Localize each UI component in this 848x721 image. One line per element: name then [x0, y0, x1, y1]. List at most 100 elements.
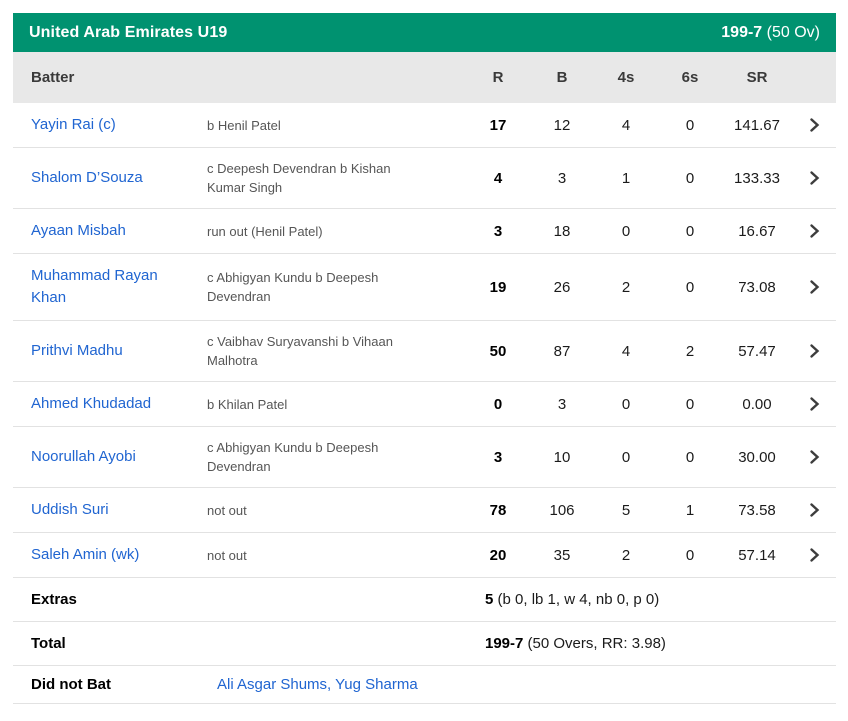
row-expand-chevron[interactable] — [792, 502, 822, 518]
dismissal-text: not out — [207, 547, 247, 563]
batter-name-link[interactable]: Shalom D’Souza — [31, 169, 143, 186]
chevron-right-icon — [810, 224, 820, 238]
row-expand-chevron[interactable] — [792, 279, 822, 295]
batter-rows: Yayin Rai (c) b Henil Patel 17 12 4 0 14… — [13, 103, 836, 578]
total-overs-rr: (50 Overs, RR: 3.98) — [523, 635, 666, 652]
row-expand-chevron[interactable] — [792, 170, 822, 186]
team-score-runs: 199-7 — [721, 23, 763, 41]
sixes-value: 0 — [685, 546, 695, 564]
did-not-bat-players[interactable]: Ali Asgar Shums, Yug Sharma — [217, 676, 418, 693]
batter-name-link[interactable]: Ayaan Misbah — [31, 222, 126, 239]
col-strike-rate: SR — [746, 69, 768, 86]
dismissal-text: run out (Henil Patel) — [207, 223, 323, 239]
extras-value: 5 (b 0, lb 1, w 4, nb 0, p 0) — [485, 591, 822, 608]
team-score-overs: (50 Ov) — [762, 23, 820, 41]
dismissal-text: b Khilan Patel — [207, 396, 288, 412]
dismissal-text: b Henil Patel — [207, 117, 281, 133]
chevron-right-icon — [810, 450, 820, 464]
batter-name-link[interactable]: Prithvi Madhu — [31, 342, 123, 359]
col-sixes: 6s — [681, 69, 699, 86]
fours-value: 1 — [621, 169, 631, 187]
dismissal-text: c Deepesh Devendran b Kishan Kumar Singh — [207, 161, 391, 195]
strike-rate-value: 73.08 — [738, 278, 776, 296]
runs-value: 3 — [493, 448, 503, 466]
did-not-bat-label: Did not Bat — [31, 676, 111, 693]
row-expand-chevron[interactable] — [792, 223, 822, 239]
fours-value: 0 — [621, 448, 631, 466]
balls-value: 26 — [553, 278, 571, 296]
team-score: 199-7 (50 Ov) — [721, 24, 820, 42]
runs-value: 19 — [489, 278, 507, 296]
chevron-right-icon — [810, 344, 820, 358]
batter-name-link[interactable]: Yayin Rai (c) — [31, 116, 116, 133]
team-score-header: United Arab Emirates U19 199-7 (50 Ov) — [13, 13, 836, 52]
strike-rate-value: 133.33 — [734, 169, 780, 187]
fours-value: 2 — [621, 278, 631, 296]
extras-row: Extras 5 (b 0, lb 1, w 4, nb 0, p 0) — [13, 578, 836, 622]
col-balls: B — [556, 69, 568, 86]
chevron-right-icon — [810, 171, 820, 185]
balls-value: 18 — [553, 222, 571, 240]
fours-value: 0 — [621, 395, 631, 413]
runs-value: 50 — [489, 342, 507, 360]
runs-value: 20 — [489, 546, 507, 564]
strike-rate-value: 30.00 — [738, 448, 776, 466]
table-row[interactable]: Muhammad Rayan Khan c Abhigyan Kundu b D… — [13, 254, 836, 321]
strike-rate-value: 73.58 — [738, 501, 776, 519]
team-name: United Arab Emirates U19 — [29, 23, 228, 41]
total-score: 199-7 — [485, 635, 524, 652]
table-row[interactable]: Saleh Amin (wk) not out 20 35 2 0 57.14 — [13, 533, 836, 578]
runs-value: 3 — [493, 222, 503, 240]
row-expand-chevron[interactable] — [792, 396, 822, 412]
row-expand-chevron[interactable] — [792, 343, 822, 359]
batter-name-link[interactable]: Uddish Suri — [31, 501, 109, 518]
fours-value: 0 — [621, 222, 631, 240]
fours-value: 5 — [621, 501, 631, 519]
row-expand-chevron[interactable] — [792, 117, 822, 133]
batter-name-link[interactable]: Noorullah Ayobi — [31, 448, 136, 465]
row-expand-chevron[interactable] — [792, 547, 822, 563]
col-batter: Batter — [31, 69, 75, 86]
dismissal-text: c Abhigyan Kundu b Deepesh Devendran — [207, 440, 379, 474]
balls-value: 35 — [553, 546, 571, 564]
sixes-value: 0 — [685, 278, 695, 296]
strike-rate-value: 0.00 — [742, 395, 772, 413]
table-row[interactable]: Noorullah Ayobi c Abhigyan Kundu b Deepe… — [13, 427, 836, 488]
balls-value: 10 — [553, 448, 571, 466]
table-row[interactable]: Shalom D’Souza c Deepesh Devendran b Kis… — [13, 148, 836, 209]
sixes-value: 0 — [685, 116, 695, 134]
table-row[interactable]: Ayaan Misbah run out (Henil Patel) 3 18 … — [13, 209, 836, 254]
strike-rate-value: 57.14 — [738, 546, 776, 564]
runs-value: 78 — [489, 501, 507, 519]
strike-rate-value: 141.67 — [734, 116, 780, 134]
row-expand-chevron[interactable] — [792, 449, 822, 465]
chevron-right-icon — [810, 503, 820, 517]
fours-value: 2 — [621, 546, 631, 564]
sixes-value: 0 — [685, 169, 695, 187]
strike-rate-value: 16.67 — [738, 222, 776, 240]
col-runs: R — [492, 69, 504, 86]
balls-value: 106 — [549, 501, 575, 519]
batter-name-link[interactable]: Ahmed Khudadad — [31, 395, 152, 412]
dismissal-text: not out — [207, 502, 247, 518]
col-fours: 4s — [617, 69, 635, 86]
sixes-value: 0 — [685, 448, 695, 466]
balls-value: 12 — [553, 116, 571, 134]
batter-name-link[interactable]: Saleh Amin (wk) — [31, 546, 140, 563]
fours-value: 4 — [621, 116, 631, 134]
did-not-bat-row: Did not Bat Ali Asgar Shums, Yug Sharma — [13, 666, 836, 704]
dismissal-text: c Vaibhav Suryavanshi b Vihaan Malhotra — [207, 334, 393, 368]
extras-breakdown: (b 0, lb 1, w 4, nb 0, p 0) — [493, 591, 660, 608]
table-row[interactable]: Ahmed Khudadad b Khilan Patel 0 3 0 0 0.… — [13, 382, 836, 427]
column-header-row: Batter R B 4s 6s SR — [13, 52, 836, 103]
table-row[interactable]: Yayin Rai (c) b Henil Patel 17 12 4 0 14… — [13, 103, 836, 148]
chevron-right-icon — [810, 118, 820, 132]
total-row: Total 199-7 (50 Overs, RR: 3.98) — [13, 622, 836, 666]
table-row[interactable]: Uddish Suri not out 78 106 5 1 73.58 — [13, 488, 836, 533]
strike-rate-value: 57.47 — [738, 342, 776, 360]
batter-name-link[interactable]: Muhammad Rayan Khan — [31, 267, 158, 306]
table-row[interactable]: Prithvi Madhu c Vaibhav Suryavanshi b Vi… — [13, 321, 836, 382]
total-value: 199-7 (50 Overs, RR: 3.98) — [485, 635, 822, 652]
runs-value: 17 — [489, 116, 507, 134]
sixes-value: 0 — [685, 222, 695, 240]
